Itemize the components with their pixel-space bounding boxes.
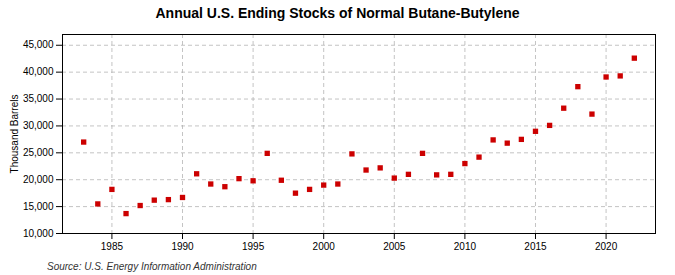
svg-text:2010: 2010: [454, 241, 477, 252]
svg-text:20,000: 20,000: [23, 174, 54, 185]
svg-text:35,000: 35,000: [23, 93, 54, 104]
svg-text:1985: 1985: [101, 241, 124, 252]
svg-text:15,000: 15,000: [23, 201, 54, 212]
svg-text:1990: 1990: [171, 241, 194, 252]
svg-text:1995: 1995: [242, 241, 265, 252]
html-text:Source: U.S. Energy Informatio: Source: U.S. Energy Information Administ…: [47, 261, 257, 272]
svg-text:30,000: 30,000: [23, 120, 54, 131]
svg-text:2005: 2005: [383, 241, 406, 252]
svg-text:25,000: 25,000: [23, 147, 54, 158]
svg-text:2015: 2015: [524, 241, 547, 252]
svg-text:2000: 2000: [313, 241, 336, 252]
svg-text:Thousand Barrels: Thousand Barrels: [9, 95, 20, 174]
svg-text:2020: 2020: [595, 241, 618, 252]
html-text:Annual U.S. Ending Stocks of N: Annual U.S. Ending Stocks of Normal Buta…: [155, 5, 520, 21]
svg-text:40,000: 40,000: [23, 66, 54, 77]
svg-text:45,000: 45,000: [23, 39, 54, 50]
svg-text:10,000: 10,000: [23, 228, 54, 239]
